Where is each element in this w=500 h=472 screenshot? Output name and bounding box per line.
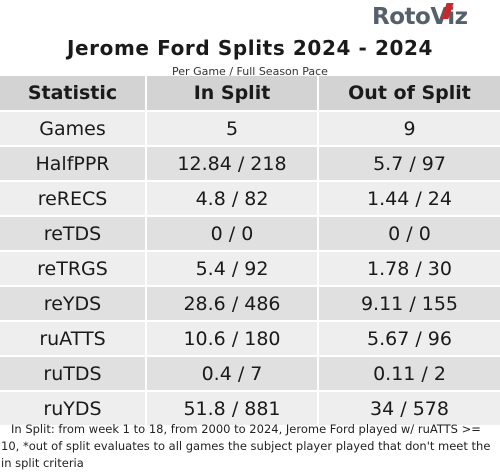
in-split-cell: 10.6 / 180 [146, 320, 319, 356]
in-split-cell: 28.6 / 486 [146, 285, 319, 321]
stat-name-cell: ruATTS [0, 320, 147, 356]
in-split-cell: 51.8 / 881 [146, 390, 319, 425]
out-split-cell: 0.11 / 2 [318, 355, 500, 391]
stat-name-cell: reRECS [0, 180, 147, 216]
table-row: HalfPPR 12.84 / 218 5.7 / 97 [0, 145, 500, 181]
out-split-cell: 0 / 0 [318, 215, 500, 251]
in-split-cell: 12.84 / 218 [146, 145, 319, 181]
out-split-cell: 1.44 / 24 [318, 180, 500, 216]
out-split-cell: 34 / 578 [318, 390, 500, 425]
splits-table: Statistic In Split Out of Split Games 5 … [0, 76, 500, 425]
header-in-split: In Split [146, 76, 319, 111]
in-split-cell: 5 [146, 110, 319, 146]
out-split-cell: 9.11 / 155 [318, 285, 500, 321]
table-row: reTDS 0 / 0 0 / 0 [0, 215, 500, 251]
logo-text-viz: Viz [430, 3, 468, 30]
table-row: reRECS 4.8 / 82 1.44 / 24 [0, 180, 500, 216]
table-row: ruATTS 10.6 / 180 5.67 / 96 [0, 320, 500, 356]
stat-name-cell: reYDS [0, 285, 147, 321]
table-header-row: Statistic In Split Out of Split [0, 76, 500, 111]
header-statistic: Statistic [0, 76, 147, 111]
in-split-cell: 0 / 0 [146, 215, 319, 251]
stat-name-cell: Games [0, 110, 147, 146]
table-row: Games 5 9 [0, 110, 500, 146]
out-split-cell: 5.67 / 96 [318, 320, 500, 356]
table-row: ruTDS 0.4 / 7 0.11 / 2 [0, 355, 500, 391]
header-out-of-split: Out of Split [318, 76, 500, 111]
page-title: Jerome Ford Splits 2024 - 2024 [66, 36, 434, 60]
logo-text-roto: Roto [372, 4, 431, 30]
page-subtitle: Per Game / Full Season Pace [172, 65, 328, 78]
table-row: reTRGS 5.4 / 92 1.78 / 30 [0, 250, 500, 286]
in-split-cell: 0.4 / 7 [146, 355, 319, 391]
stat-name-cell: ruTDS [0, 355, 147, 391]
stat-name-cell: HalfPPR [0, 145, 147, 181]
table-row: reYDS 28.6 / 486 9.11 / 155 [0, 285, 500, 321]
stat-name-cell: ruYDS [0, 390, 147, 425]
split-criteria-footnote: In Split: from week 1 to 18, from 2000 t… [1, 422, 491, 470]
in-split-cell: 4.8 / 82 [146, 180, 319, 216]
out-split-cell: 9 [318, 110, 500, 146]
table-row: ruYDS 51.8 / 881 34 / 578 [0, 390, 500, 425]
out-split-cell: 1.78 / 30 [318, 250, 500, 286]
out-split-cell: 5.7 / 97 [318, 145, 500, 181]
in-split-cell: 5.4 / 92 [146, 250, 319, 286]
rotoviz-logo: Roto Viz [372, 2, 468, 32]
stat-name-cell: reTRGS [0, 250, 147, 286]
stat-name-cell: reTDS [0, 215, 147, 251]
